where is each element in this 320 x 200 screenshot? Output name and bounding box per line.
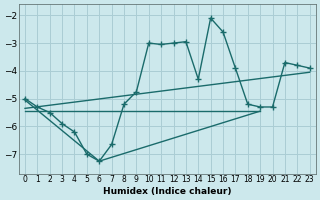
X-axis label: Humidex (Indice chaleur): Humidex (Indice chaleur)	[103, 187, 232, 196]
